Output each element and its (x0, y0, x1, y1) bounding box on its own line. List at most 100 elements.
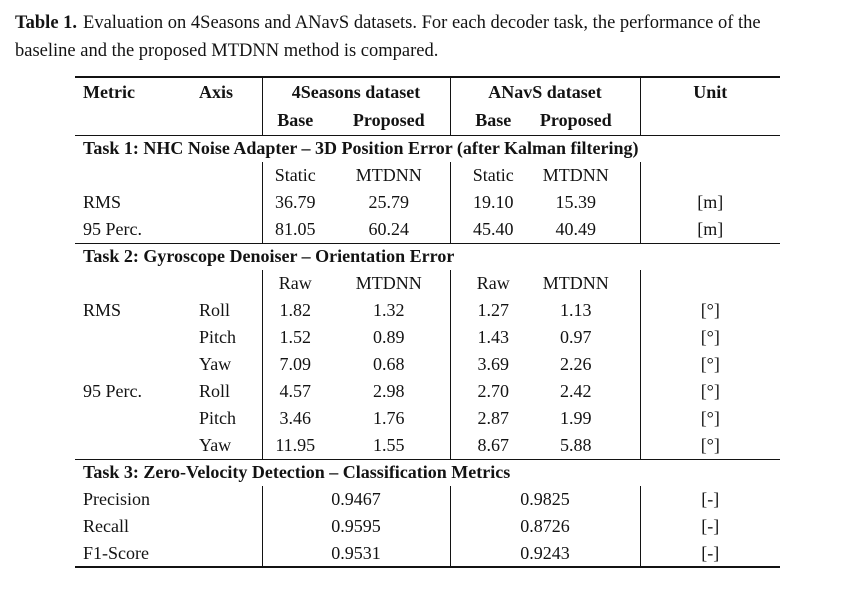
metric-cell: RMS (83, 192, 122, 212)
axis-cell: Roll (199, 300, 231, 320)
unit-cell: [°] (639, 405, 781, 432)
value-cell: 1.27 (449, 297, 537, 324)
table-row: RMS 36.79 25.79 19.10 15.39 [m] (75, 189, 781, 216)
table-row: Recall 0.9595 0.8726 [-] (75, 513, 781, 540)
value-cell: 25.79 (368, 192, 410, 212)
value-cell: 0.97 (560, 327, 592, 347)
subheader-cell: MTDNN (542, 273, 609, 293)
table-row: Yaw 11.95 1.55 8.67 5.88 [°] (75, 432, 781, 459)
axis-cell (197, 189, 262, 216)
metric-cell (75, 324, 197, 351)
value-cell: 40.49 (555, 218, 597, 239)
header-row-subcolumns: Base Proposed Base Proposed (75, 106, 781, 135)
metric-cell (75, 432, 197, 459)
value-cell: 11.95 (261, 432, 328, 459)
metric-cell: Recall (83, 516, 129, 536)
caption-label: Table 1. (15, 13, 78, 33)
table-row: Pitch 3.46 1.76 2.87 1.99 [°] (75, 405, 781, 432)
value-cell: 2.98 (373, 381, 405, 401)
value-cell: 45.40 (449, 216, 537, 243)
metric-cell (75, 405, 197, 432)
subheader-cell: MTDNN (355, 165, 422, 185)
metric-cell: Precision (83, 489, 150, 509)
table-row: Precision 0.9467 0.9825 [-] (75, 486, 781, 513)
empty-cell (639, 162, 781, 189)
section-title-text: Task 2: Gyroscope Denoiser – Orientation… (75, 242, 781, 270)
empty-cell (639, 270, 781, 297)
table-row: 95 Perc. Roll 4.57 2.98 2.70 2.42 [°] (75, 378, 781, 405)
section-title-task3: Task 3: Zero-Velocity Detection – Classi… (75, 458, 781, 486)
col-header-proposed-4seasons: Proposed (352, 109, 425, 130)
subheader-cell: Static (449, 162, 537, 189)
empty-cell (197, 162, 262, 189)
section-title-text: Task 1: NHC Noise Adapter – 3D Position … (75, 134, 781, 162)
metric-cell: F1-Score (83, 542, 149, 563)
value-cell: 2.42 (560, 381, 592, 401)
header-row-groups: Metric Axis 4Seasons dataset ANavS datas… (75, 77, 781, 106)
value-cell: 5.88 (560, 434, 592, 455)
unit-cell: [°] (639, 297, 781, 324)
col-header-base-anavs: Base (449, 106, 537, 135)
value-cell: 0.9531 (261, 540, 451, 567)
metric-cell (75, 351, 197, 378)
axis-cell: Pitch (199, 327, 237, 347)
unit-cell: [°] (639, 378, 781, 405)
empty-cell (75, 106, 197, 135)
section-title-text: Task 3: Zero-Velocity Detection – Classi… (75, 458, 781, 486)
empty-cell (197, 106, 262, 135)
value-cell: 0.68 (373, 354, 405, 374)
section-title-task1: Task 1: NHC Noise Adapter – 3D Position … (75, 134, 781, 162)
table-row: Yaw 7.09 0.68 3.69 2.26 [°] (75, 351, 781, 378)
subheader-cell: Raw (261, 270, 328, 297)
table-caption: Table 1. Evaluation on 4Seasons and ANavS… (15, 9, 849, 65)
value-cell: 2.26 (560, 354, 592, 374)
col-header-unit: Unit (639, 77, 781, 106)
metric-cell: 95 Perc. (83, 218, 142, 239)
subheader-cell: MTDNN (542, 165, 609, 185)
value-cell: 0.9243 (449, 540, 641, 567)
value-cell: 1.32 (373, 300, 405, 320)
caption-line1: Evaluation on 4Seasons and ANavS dataset… (83, 13, 761, 33)
axis-cell: Yaw (199, 354, 232, 374)
value-cell: 2.70 (449, 378, 537, 405)
axis-cell: Pitch (199, 408, 237, 428)
table-row: RMS Roll 1.82 1.32 1.27 1.13 [°] (75, 297, 781, 324)
value-cell: 1.76 (373, 408, 405, 428)
col-header-axis: Axis (199, 81, 234, 102)
table-row: Pitch 1.52 0.89 1.43 0.97 [°] (75, 324, 781, 351)
value-cell: 1.52 (261, 324, 328, 351)
value-cell: 0.9467 (261, 486, 451, 513)
section-title-task2: Task 2: Gyroscope Denoiser – Orientation… (75, 242, 781, 270)
unit-cell: [m] (639, 189, 781, 216)
subheader-row-task2: Raw MTDNN Raw MTDNN (75, 270, 781, 297)
caption-line2: baseline and the proposed MTDNN method i… (15, 41, 439, 61)
value-cell: 1.43 (449, 324, 537, 351)
empty-cell (75, 162, 197, 189)
value-cell: 8.67 (449, 432, 537, 459)
value-cell: 0.9825 (449, 486, 641, 513)
col-header-base-4seasons: Base (261, 106, 328, 135)
unit-cell: [°] (639, 432, 781, 459)
axis-cell (197, 216, 262, 243)
value-cell: 3.46 (261, 405, 328, 432)
unit-cell: [-] (639, 486, 781, 513)
subheader-cell: Static (261, 162, 328, 189)
value-cell: 7.09 (261, 351, 328, 378)
col-header-proposed-anavs: Proposed (539, 109, 612, 130)
value-cell: 15.39 (555, 192, 597, 212)
unit-cell: [m] (639, 216, 781, 243)
value-cell: 1.82 (261, 297, 328, 324)
subheader-row-task1: Static MTDNN Static MTDNN (75, 162, 781, 189)
col-group-anavs: ANavS dataset (449, 77, 641, 106)
empty-cell (75, 270, 197, 297)
value-cell: 1.99 (560, 408, 592, 428)
table-row: F1-Score 0.9531 0.9243 [-] (75, 540, 781, 567)
value-cell: 1.55 (373, 434, 405, 455)
value-cell: 0.9595 (261, 513, 451, 540)
unit-cell: [-] (639, 513, 781, 540)
results-table: Metric Axis 4Seasons dataset ANavS datas… (75, 76, 781, 568)
value-cell: 0.8726 (449, 513, 641, 540)
unit-cell: [-] (639, 540, 781, 567)
metric-cell: RMS (83, 300, 122, 320)
col-group-4seasons: 4Seasons dataset (261, 77, 451, 106)
